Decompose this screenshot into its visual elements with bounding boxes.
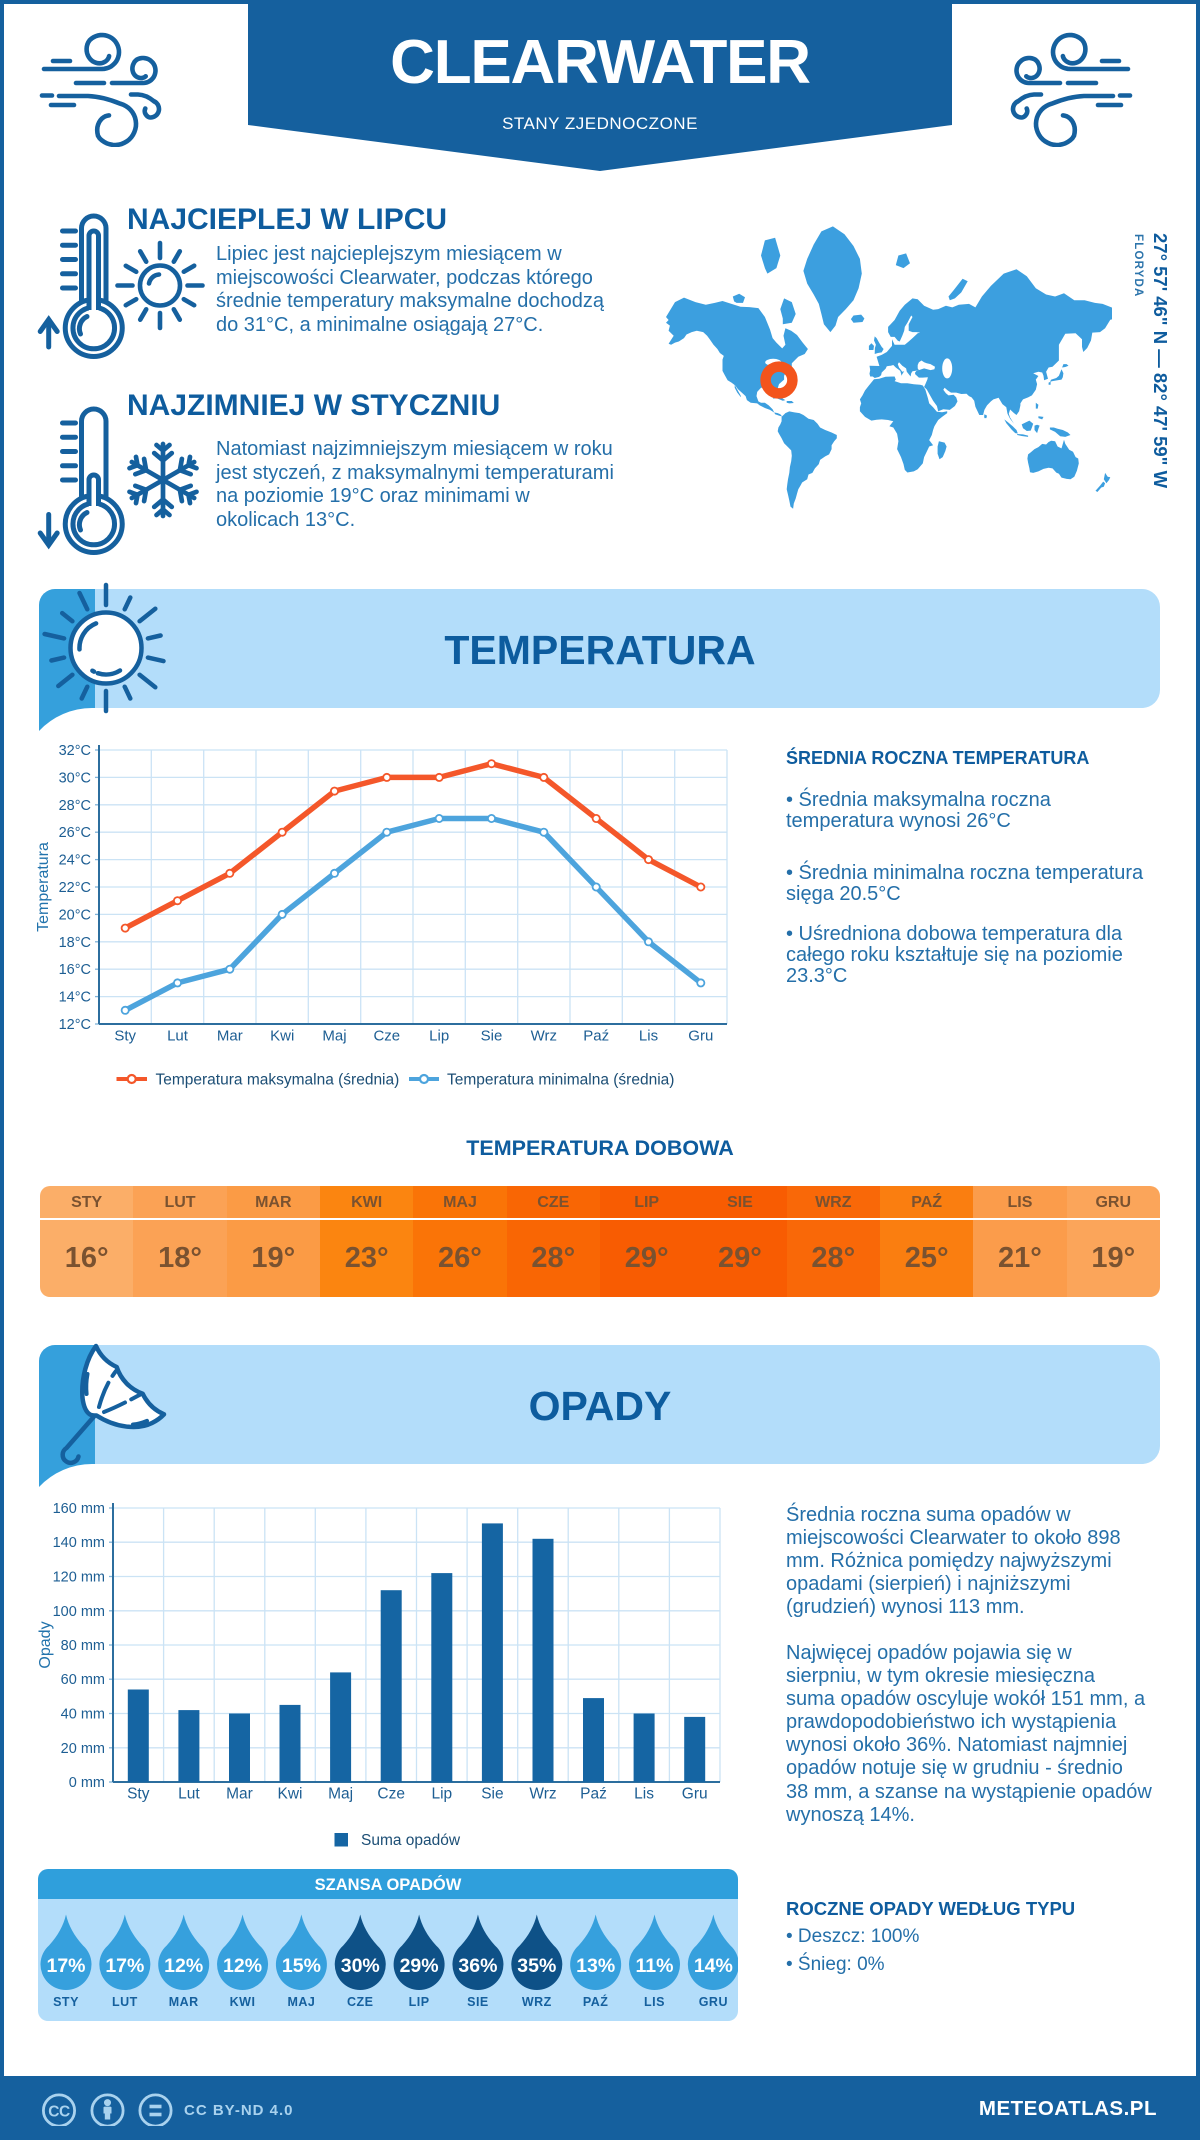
svg-text:30%: 30%	[341, 1955, 380, 1977]
svg-text:30°C: 30°C	[59, 770, 91, 786]
svg-text:12%: 12%	[223, 1955, 262, 1977]
svg-text:Paź: Paź	[580, 1786, 607, 1803]
svg-text:Sie: Sie	[481, 1028, 503, 1045]
svg-text:13%: 13%	[576, 1955, 615, 1977]
svg-text:Suma opadów: Suma opadów	[361, 1832, 461, 1849]
svg-text:14°C: 14°C	[59, 990, 91, 1006]
svg-text:28°C: 28°C	[59, 798, 91, 814]
svg-text:17%: 17%	[105, 1955, 144, 1977]
svg-text:Wrz: Wrz	[529, 1786, 556, 1803]
svg-text:60 mm: 60 mm	[61, 1672, 105, 1688]
svg-text:Mar: Mar	[226, 1786, 253, 1803]
svg-text:20 mm: 20 mm	[61, 1741, 105, 1757]
svg-text:Maj: Maj	[322, 1028, 346, 1045]
svg-text:Wrz: Wrz	[531, 1028, 557, 1045]
svg-text:LIP: LIP	[409, 1995, 430, 2009]
svg-text:Temperatura maksymalna (średni: Temperatura maksymalna (średnia)	[156, 1072, 400, 1089]
svg-text:15%: 15%	[282, 1955, 321, 1977]
svg-text:24°C: 24°C	[59, 853, 91, 869]
svg-text:Lut: Lut	[167, 1028, 189, 1045]
svg-text:Temperatura minimalna (średnia: Temperatura minimalna (średnia)	[447, 1072, 674, 1089]
svg-text:Sty: Sty	[127, 1786, 150, 1803]
svg-text:Cze: Cze	[373, 1028, 400, 1045]
svg-text:WRZ: WRZ	[522, 1995, 552, 2009]
svg-text:Temperatura: Temperatura	[35, 842, 52, 932]
svg-text:Maj: Maj	[328, 1786, 353, 1803]
svg-text:12%: 12%	[164, 1955, 203, 1977]
svg-text:14%: 14%	[694, 1955, 733, 1977]
svg-text:140 mm: 140 mm	[53, 1535, 105, 1551]
svg-text:29%: 29%	[400, 1955, 439, 1977]
svg-text:Lis: Lis	[634, 1786, 654, 1803]
svg-text:Lis: Lis	[639, 1028, 658, 1045]
svg-text:KWI: KWI	[230, 1995, 256, 2009]
svg-text:16°C: 16°C	[59, 962, 91, 978]
svg-text:80 mm: 80 mm	[61, 1638, 105, 1654]
svg-text:18°C: 18°C	[59, 935, 91, 951]
svg-text:MAJ: MAJ	[287, 1995, 315, 2009]
svg-text:Opady: Opady	[37, 1621, 54, 1668]
svg-text:32°C: 32°C	[59, 743, 91, 759]
svg-text:PAŹ: PAŹ	[583, 1994, 609, 2009]
svg-text:Lip: Lip	[431, 1786, 452, 1803]
svg-text:22°C: 22°C	[59, 880, 91, 896]
svg-text:36%: 36%	[458, 1955, 497, 1977]
svg-text:11%: 11%	[636, 1955, 674, 1977]
svg-text:LUT: LUT	[112, 1995, 138, 2009]
svg-text:Cze: Cze	[377, 1786, 405, 1803]
svg-text:LIS: LIS	[644, 1995, 665, 2009]
svg-text:MAR: MAR	[169, 1995, 199, 2009]
svg-text:GRU: GRU	[699, 1995, 728, 2009]
svg-text:Kwi: Kwi	[278, 1786, 303, 1803]
svg-text:160 mm: 160 mm	[53, 1501, 105, 1517]
svg-text:Gru: Gru	[688, 1028, 713, 1045]
svg-text:Paź: Paź	[583, 1028, 609, 1045]
svg-text:Mar: Mar	[217, 1028, 243, 1045]
svg-text:20°C: 20°C	[59, 907, 91, 923]
svg-text:Kwi: Kwi	[270, 1028, 294, 1045]
svg-text:Sie: Sie	[481, 1786, 503, 1803]
svg-text:26°C: 26°C	[59, 825, 91, 841]
svg-text:Lip: Lip	[429, 1028, 449, 1045]
svg-text:Gru: Gru	[682, 1786, 708, 1803]
svg-text:SIE: SIE	[467, 1995, 489, 2009]
svg-text:STY: STY	[53, 1995, 79, 2009]
svg-text:35%: 35%	[517, 1955, 556, 1977]
svg-text:12°C: 12°C	[59, 1017, 91, 1033]
svg-text:17%: 17%	[46, 1955, 85, 1977]
svg-text:CC: CC	[48, 2104, 70, 2121]
svg-text:120 mm: 120 mm	[53, 1570, 105, 1586]
svg-text:0 mm: 0 mm	[69, 1775, 105, 1791]
svg-text:Sty: Sty	[114, 1028, 136, 1045]
svg-text:100 mm: 100 mm	[53, 1604, 105, 1620]
svg-text:CZE: CZE	[347, 1995, 374, 2009]
svg-text:Lut: Lut	[178, 1786, 200, 1803]
svg-text:40 mm: 40 mm	[61, 1707, 105, 1723]
